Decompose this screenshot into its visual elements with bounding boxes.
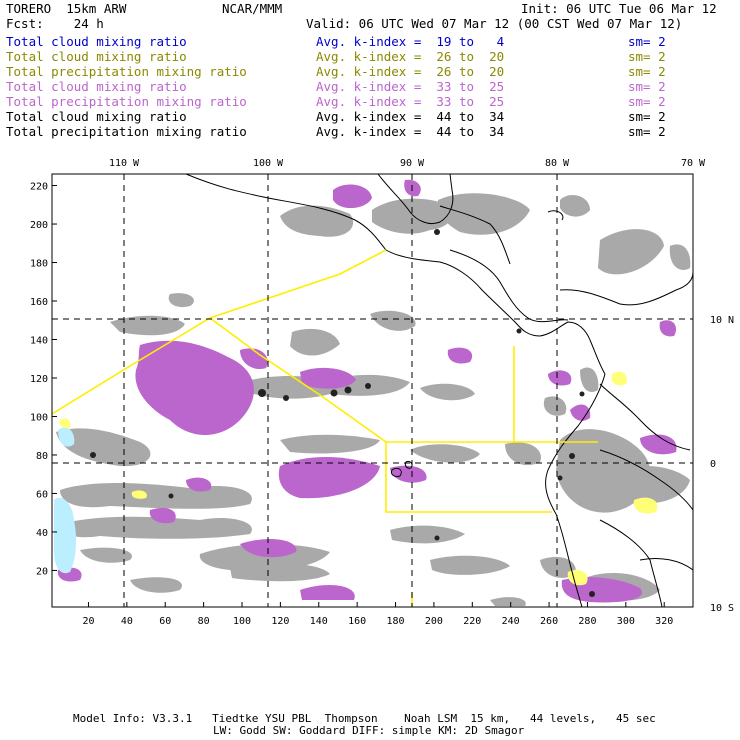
legend-index: Avg. k-index = 26 to 20 — [316, 49, 505, 64]
x-tick-label: 80 — [198, 616, 210, 627]
legend-index: Avg. k-index = 44 to 34 — [316, 124, 505, 139]
x-tick-label: 320 — [655, 616, 673, 627]
latitude-labels: 10 N 0 10 S — [710, 315, 734, 614]
init-time-label: Init: 06 UTC Tue 06 Mar 12 — [521, 1, 717, 16]
legend-field: Total cloud mixing ratio — [6, 79, 187, 94]
legend-field: Total precipitation mixing ratio — [6, 64, 247, 79]
legend-index: Avg. k-index = 44 to 34 — [316, 109, 505, 124]
valid-time-label: Valid: 06 UTC Wed 07 Mar 12 (00 CST Wed … — [306, 16, 683, 31]
x-tick-label: 160 — [348, 616, 366, 627]
y-tick-label: 220 — [30, 182, 48, 193]
x-tick-label: 120 — [271, 616, 289, 627]
legend-sm: sm= 2 — [628, 124, 666, 139]
x-tick-label: 60 — [159, 616, 171, 627]
map-plot-area — [52, 174, 693, 607]
x-tick-label: 280 — [578, 616, 596, 627]
x-tick-label: 240 — [502, 616, 520, 627]
latitude-label: 10 S — [710, 603, 734, 614]
legend-index: Avg. k-index = 19 to 4 — [316, 34, 505, 49]
legend-field: Total cloud mixing ratio — [6, 49, 187, 64]
yellow-cloud-regions — [59, 371, 658, 586]
y-grid-ticks: 220 200 180 160 140 120 100 80 60 40 20 — [30, 182, 57, 577]
forecast-hour-label: Fcst: 24 h — [6, 16, 104, 31]
y-tick-label: 100 — [30, 412, 48, 423]
legend-field: Total cloud mixing ratio — [6, 109, 187, 124]
legend-sm: sm= 2 — [628, 49, 666, 64]
x-tick-label: 20 — [82, 616, 94, 627]
legend-sm: sm= 2 — [628, 34, 666, 49]
longitude-label: 110 W — [109, 158, 140, 169]
legend-index: Avg. k-index = 33 to 25 — [316, 79, 505, 94]
coastlines — [185, 174, 693, 607]
model-info-line: Model Info: V3.3.1 Tiedtke YSU PBL Thomp… — [73, 712, 656, 725]
legend-sm: sm= 2 — [628, 79, 666, 94]
legend-index: Avg. k-index = 33 to 25 — [316, 94, 505, 109]
y-tick-label: 60 — [36, 489, 48, 500]
y-tick-label: 180 — [30, 259, 48, 270]
x-tick-label: 300 — [617, 616, 635, 627]
latitude-label: 10 N — [710, 315, 734, 326]
latitude-label: 0 — [710, 459, 716, 470]
region-boundaries — [52, 249, 598, 606]
y-tick-label: 120 — [30, 374, 48, 385]
x-tick-label: 220 — [463, 616, 481, 627]
y-tick-label: 200 — [30, 220, 48, 231]
y-tick-label: 40 — [36, 528, 48, 539]
legend-sm: sm= 2 — [628, 64, 666, 79]
cyan-cloud-regions — [54, 427, 77, 574]
convective-cores — [90, 229, 595, 597]
x-tick-label: 200 — [425, 616, 443, 627]
y-tick-label: 20 — [36, 566, 48, 577]
map-frame — [51, 173, 694, 608]
x-tick-label: 260 — [540, 616, 558, 627]
longitude-label: 100 W — [253, 158, 284, 169]
x-tick-label: 100 — [233, 616, 251, 627]
physics-info-line: LW: Godd SW: Goddard DIFF: simple KM: 2D… — [213, 724, 525, 737]
legend-field: Total precipitation mixing ratio — [6, 124, 247, 139]
legend-field: Total cloud mixing ratio — [6, 34, 187, 49]
longitude-label: 80 W — [545, 158, 570, 169]
longitude-label: 90 W — [400, 158, 425, 169]
x-tick-label: 140 — [310, 616, 328, 627]
x-tick-label: 180 — [386, 616, 404, 627]
legend-sm: sm= 2 — [628, 94, 666, 109]
legend-sm: sm= 2 — [628, 109, 666, 124]
x-tick-label: 40 — [121, 616, 133, 627]
legend-field: Total precipitation mixing ratio — [6, 94, 247, 109]
graticule — [52, 174, 693, 607]
longitude-label: 70 W — [681, 158, 706, 169]
model-title: TORERO 15km ARW — [6, 1, 127, 16]
y-tick-label: 80 — [36, 451, 48, 462]
legend-index: Avg. k-index = 26 to 20 — [316, 64, 505, 79]
longitude-labels: 110 W 100 W 90 W 80 W 70 W — [109, 158, 706, 169]
y-tick-label: 160 — [30, 297, 48, 308]
y-tick-label: 140 — [30, 336, 48, 347]
organization-label: NCAR/MMM — [222, 1, 283, 16]
x-grid-ticks: 20 40 60 80 100 120 140 160 180 200 220 240 260 280 30… — [82, 602, 673, 627]
